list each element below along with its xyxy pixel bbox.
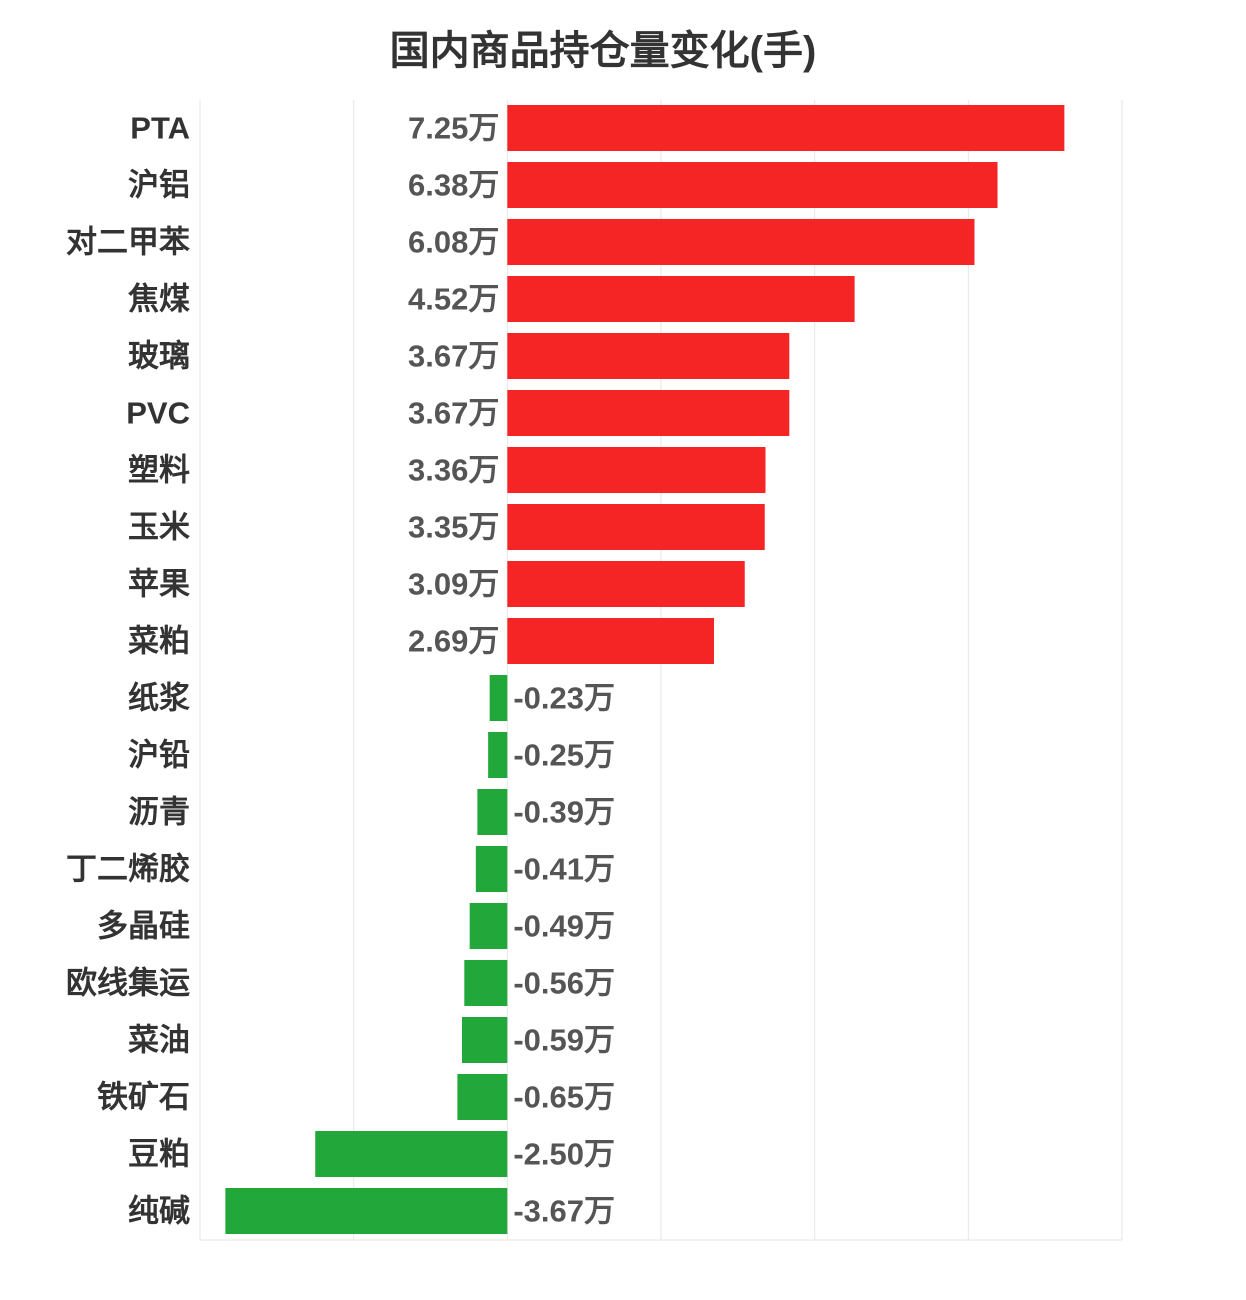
category-label: 沪铅 <box>128 738 190 773</box>
bar <box>507 276 855 322</box>
value-label: 3.67万 <box>408 339 499 374</box>
value-label: -0.41万 <box>513 852 615 887</box>
bar <box>507 390 790 436</box>
bar <box>464 960 508 1006</box>
category-label: PVC <box>126 396 190 431</box>
bar <box>469 903 508 949</box>
bars <box>225 105 1065 1234</box>
category-label: 欧线集运 <box>66 966 190 1001</box>
category-label: PTA <box>130 111 190 146</box>
category-label: 焦煤 <box>128 282 190 317</box>
category-label: 玉米 <box>128 510 190 545</box>
value-label: 4.52万 <box>408 282 499 317</box>
category-label: 玻璃 <box>128 339 190 374</box>
bar <box>462 1017 508 1063</box>
bar <box>457 1074 508 1120</box>
category-label: 豆粕 <box>128 1137 190 1172</box>
bar <box>507 618 715 664</box>
value-label: -0.49万 <box>513 909 615 944</box>
category-label: 对二甲苯 <box>66 225 190 260</box>
bar <box>477 789 508 835</box>
value-label: 3.09万 <box>408 567 499 602</box>
grid-lines <box>199 100 1123 1241</box>
category-label: 沪铝 <box>128 168 190 203</box>
chart-title: 国内商品持仓量变化(手) <box>389 29 817 73</box>
bar <box>489 675 508 721</box>
bar <box>475 846 508 892</box>
bar <box>488 732 508 778</box>
category-label: 纯碱 <box>128 1194 190 1229</box>
category-label: 多晶硅 <box>97 909 190 944</box>
category-label: 菜油 <box>128 1023 190 1058</box>
value-label: 3.35万 <box>408 510 499 545</box>
value-label: 3.67万 <box>408 396 499 431</box>
bar <box>507 561 745 607</box>
value-label: -0.25万 <box>513 738 615 773</box>
bar <box>507 504 765 550</box>
category-label: 纸浆 <box>128 681 190 716</box>
bar <box>507 162 998 208</box>
value-label: 7.25万 <box>408 111 499 146</box>
value-labels: 7.25万 6.38万 6.08万 4.52万 3.67万 3.67万 3.36万 3.35万… <box>408 111 615 1229</box>
bar <box>225 1188 508 1234</box>
value-label: -0.23万 <box>513 681 615 716</box>
value-label: -0.39万 <box>513 795 615 830</box>
category-label: 苹果 <box>128 567 190 602</box>
value-label: -0.65万 <box>513 1080 615 1115</box>
value-label: -0.59万 <box>513 1023 615 1058</box>
value-label: 6.38万 <box>408 168 499 203</box>
category-label: 铁矿石 <box>97 1080 190 1115</box>
bar <box>507 447 766 493</box>
value-label: -3.67万 <box>513 1194 615 1229</box>
value-label: -0.56万 <box>513 966 615 1001</box>
value-label: -2.50万 <box>513 1137 615 1172</box>
bar <box>315 1131 508 1177</box>
value-label: 6.08万 <box>408 225 499 260</box>
value-label: 3.36万 <box>408 453 499 488</box>
bar <box>507 333 790 379</box>
category-label: 沥青 <box>128 795 190 830</box>
category-label: 塑料 <box>128 453 190 488</box>
bar <box>507 105 1065 151</box>
bar <box>507 219 975 265</box>
category-label: 菜粕 <box>128 624 190 659</box>
category-label: 丁二烯胶 <box>66 852 190 887</box>
value-label: 2.69万 <box>408 624 499 659</box>
